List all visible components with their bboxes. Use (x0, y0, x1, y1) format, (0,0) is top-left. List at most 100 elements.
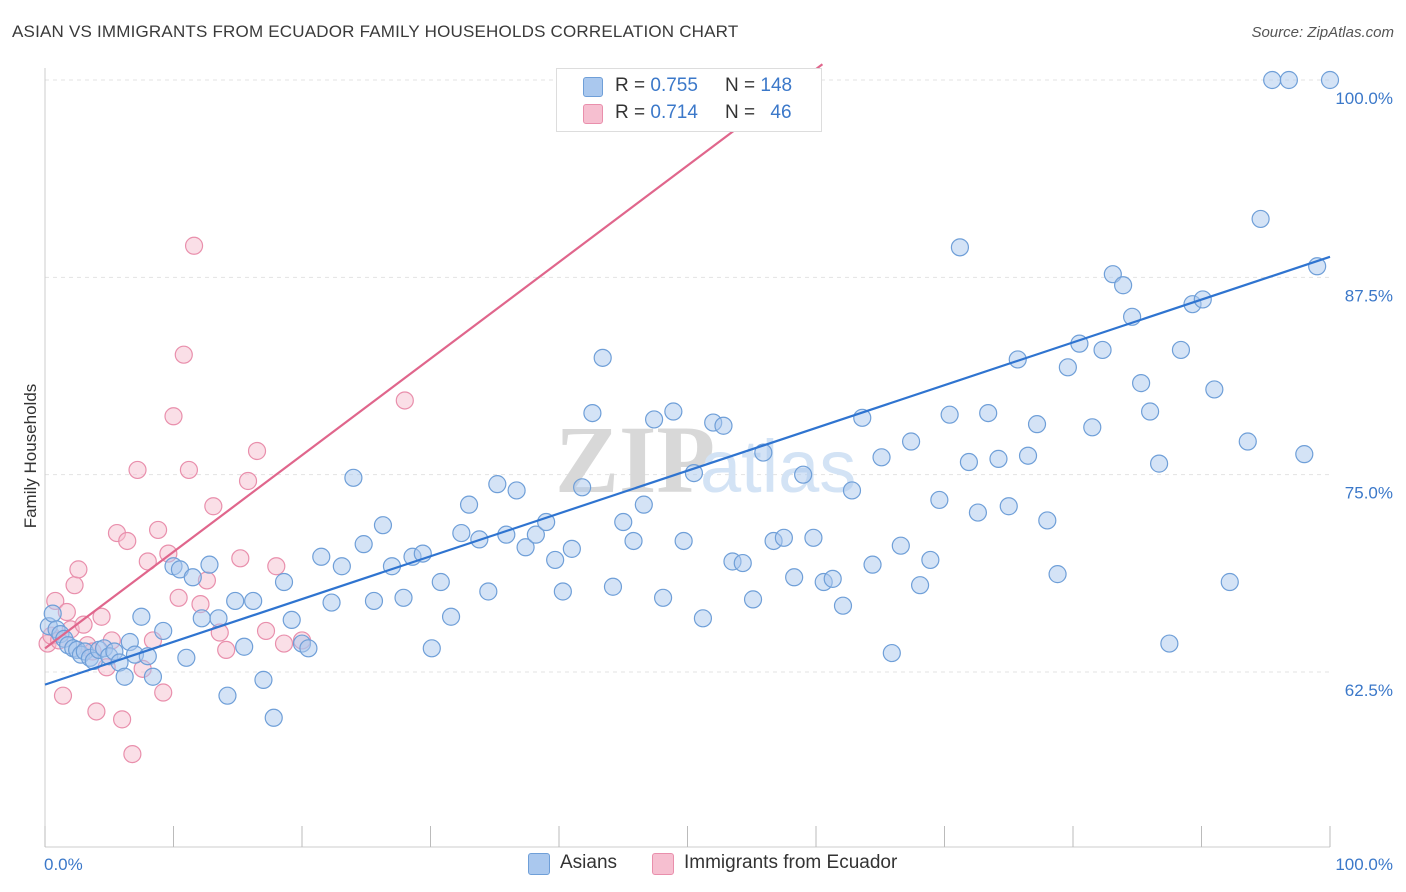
ecuador-point (238, 471, 258, 491)
ecuador-point (247, 441, 267, 461)
asians-point (422, 639, 441, 658)
asians-point (1058, 358, 1077, 377)
ecuador-point (118, 531, 137, 551)
ecuador-point (395, 391, 414, 410)
asians-point (441, 607, 461, 626)
asians-point (322, 593, 341, 612)
asians-point (1238, 432, 1257, 451)
asians-point (754, 443, 773, 462)
asians-point (516, 538, 535, 557)
legend-n-label: N = (725, 75, 756, 96)
asians-point (254, 670, 273, 689)
ecuador-point (169, 588, 188, 607)
asians-point (1171, 340, 1191, 360)
legend-n-asians: N = 148 (725, 75, 792, 97)
bottom-legend-swatch-ecuador (652, 853, 674, 875)
legend-r-value: 0.714 (650, 102, 698, 123)
asians-point (192, 609, 211, 628)
asians-point (930, 490, 949, 510)
watermark-zip: ZIP (555, 406, 715, 513)
series-asians (39, 70, 1340, 727)
asians-point (264, 708, 283, 727)
chart-source: Source: ZipAtlas.com (1251, 24, 1394, 41)
ecuador-point (123, 744, 142, 764)
asians-point (1205, 380, 1224, 399)
asians-point (1295, 445, 1314, 464)
asians-point (1251, 209, 1270, 229)
asians-point (299, 639, 318, 658)
asians-point (1114, 276, 1133, 295)
legend-r-label: R = (615, 102, 646, 123)
asians-point (573, 478, 592, 497)
asians-trend-line (44, 255, 1331, 686)
asians-point (1132, 374, 1151, 393)
ecuador-point (256, 621, 276, 641)
asians-point (644, 410, 664, 429)
ecuador-point (164, 407, 183, 426)
trend-lines (44, 63, 1331, 686)
asians-point (183, 568, 202, 587)
ecuador-point (154, 683, 173, 702)
asians-point (872, 448, 891, 467)
asians-point (891, 536, 910, 555)
asians-point (373, 516, 393, 535)
asians-point (226, 591, 245, 611)
asians-point (959, 452, 979, 472)
legend-swatch-ecuador (583, 104, 603, 124)
asians-point (593, 348, 612, 367)
ecuador-point (274, 634, 294, 653)
asians-point (154, 621, 173, 641)
bottom-legend-swatch-asians (528, 853, 550, 875)
asians-point (950, 238, 970, 257)
ecuador-point (148, 520, 168, 540)
asians-point (244, 591, 263, 611)
asians-point (200, 555, 219, 574)
asians-point (553, 582, 572, 601)
asians-point (1220, 572, 1239, 592)
bottom-legend-asians: Asians (528, 852, 618, 875)
legend-r-ecuador: R = 0.714 (615, 102, 698, 124)
ecuador-point (128, 460, 147, 480)
asians-point (1038, 511, 1057, 530)
asians-point (488, 475, 507, 494)
asians-point (664, 402, 683, 421)
ecuador-point (112, 710, 132, 729)
asians-point (332, 557, 351, 576)
asians-point (674, 531, 693, 551)
legend-n-value: 46 (770, 102, 792, 123)
asians-point (43, 604, 62, 623)
asians-point (804, 528, 823, 547)
asians-point (546, 550, 565, 570)
asians-point (312, 547, 331, 566)
y-tick-label: 75.0% (1345, 484, 1393, 503)
asians-point (823, 569, 842, 588)
asians-point (624, 531, 643, 551)
asians-point (901, 432, 921, 451)
asians-point (1160, 634, 1179, 653)
y-tick-label: 87.5% (1345, 286, 1393, 305)
bottom-legend-label-ecuador: Immigrants from Ecuador (684, 852, 898, 873)
y-tick-label: 100.0% (1335, 89, 1393, 108)
asians-point (1320, 70, 1340, 90)
asians-point (1027, 415, 1047, 434)
asians-point (452, 523, 471, 543)
asians-point (282, 610, 301, 630)
asians-point (614, 512, 633, 532)
asians-point (653, 588, 673, 607)
asians-point (979, 403, 998, 423)
legend-r-value: 0.755 (650, 75, 698, 96)
asians-point (1149, 454, 1169, 473)
ecuador-point (92, 607, 111, 626)
bottom-legend-label-asians: Asians (560, 852, 618, 873)
asians-point (344, 468, 363, 487)
asians-point (940, 405, 959, 424)
ecuador-point (174, 345, 193, 364)
chart-title: ASIAN VS IMMIGRANTS FROM ECUADOR FAMILY … (12, 22, 739, 41)
asians-point (1083, 418, 1102, 437)
ecuador-point (217, 640, 236, 659)
asians-point (1263, 70, 1282, 90)
legend-swatch-asians (583, 77, 603, 97)
legend-n-label: N = (725, 102, 756, 123)
bottom-legend-ecuador: Immigrants from Ecuador (652, 852, 898, 875)
